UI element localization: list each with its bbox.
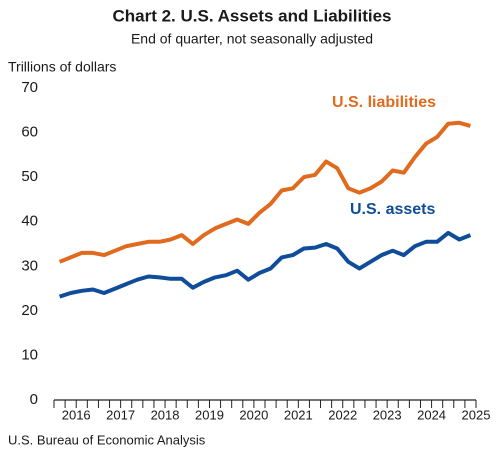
x-tick-label: 2021 xyxy=(284,407,313,422)
y-tick-label: 0 xyxy=(30,391,38,408)
y-tick-label: 70 xyxy=(21,79,38,96)
x-tick-label: 2025 xyxy=(462,407,491,422)
y-tick-label: 50 xyxy=(21,168,38,185)
x-tick-label: 2016 xyxy=(62,407,91,422)
series-label: U.S. liabilities xyxy=(332,94,436,111)
x-tick-label: 2017 xyxy=(106,407,135,422)
x-tick-label: 2018 xyxy=(151,407,180,422)
chart-subtitle: End of quarter, not seasonally adjusted xyxy=(131,31,373,47)
x-tick-label: 2020 xyxy=(239,407,268,422)
x-tick-label: 2023 xyxy=(373,407,402,422)
source: U.S. Bureau of Economic Analysis xyxy=(8,432,206,447)
y-tick-label: 40 xyxy=(21,213,38,230)
y-tick-label: 30 xyxy=(21,257,38,274)
y-tick-label: 60 xyxy=(21,124,38,141)
x-tick-label: 2019 xyxy=(195,407,224,422)
y-tick-label: 10 xyxy=(21,346,38,363)
chart-title: Chart 2. U.S. Assets and Liabilities xyxy=(112,6,391,25)
x-tick-label: 2022 xyxy=(328,407,357,422)
y-axis-label: Trillions of dollars xyxy=(8,59,116,75)
series-label: U.S. assets xyxy=(350,201,435,218)
x-tick-label: 2024 xyxy=(417,407,446,422)
series-line xyxy=(58,230,472,299)
y-tick-label: 20 xyxy=(21,302,38,319)
series-line xyxy=(58,120,471,264)
